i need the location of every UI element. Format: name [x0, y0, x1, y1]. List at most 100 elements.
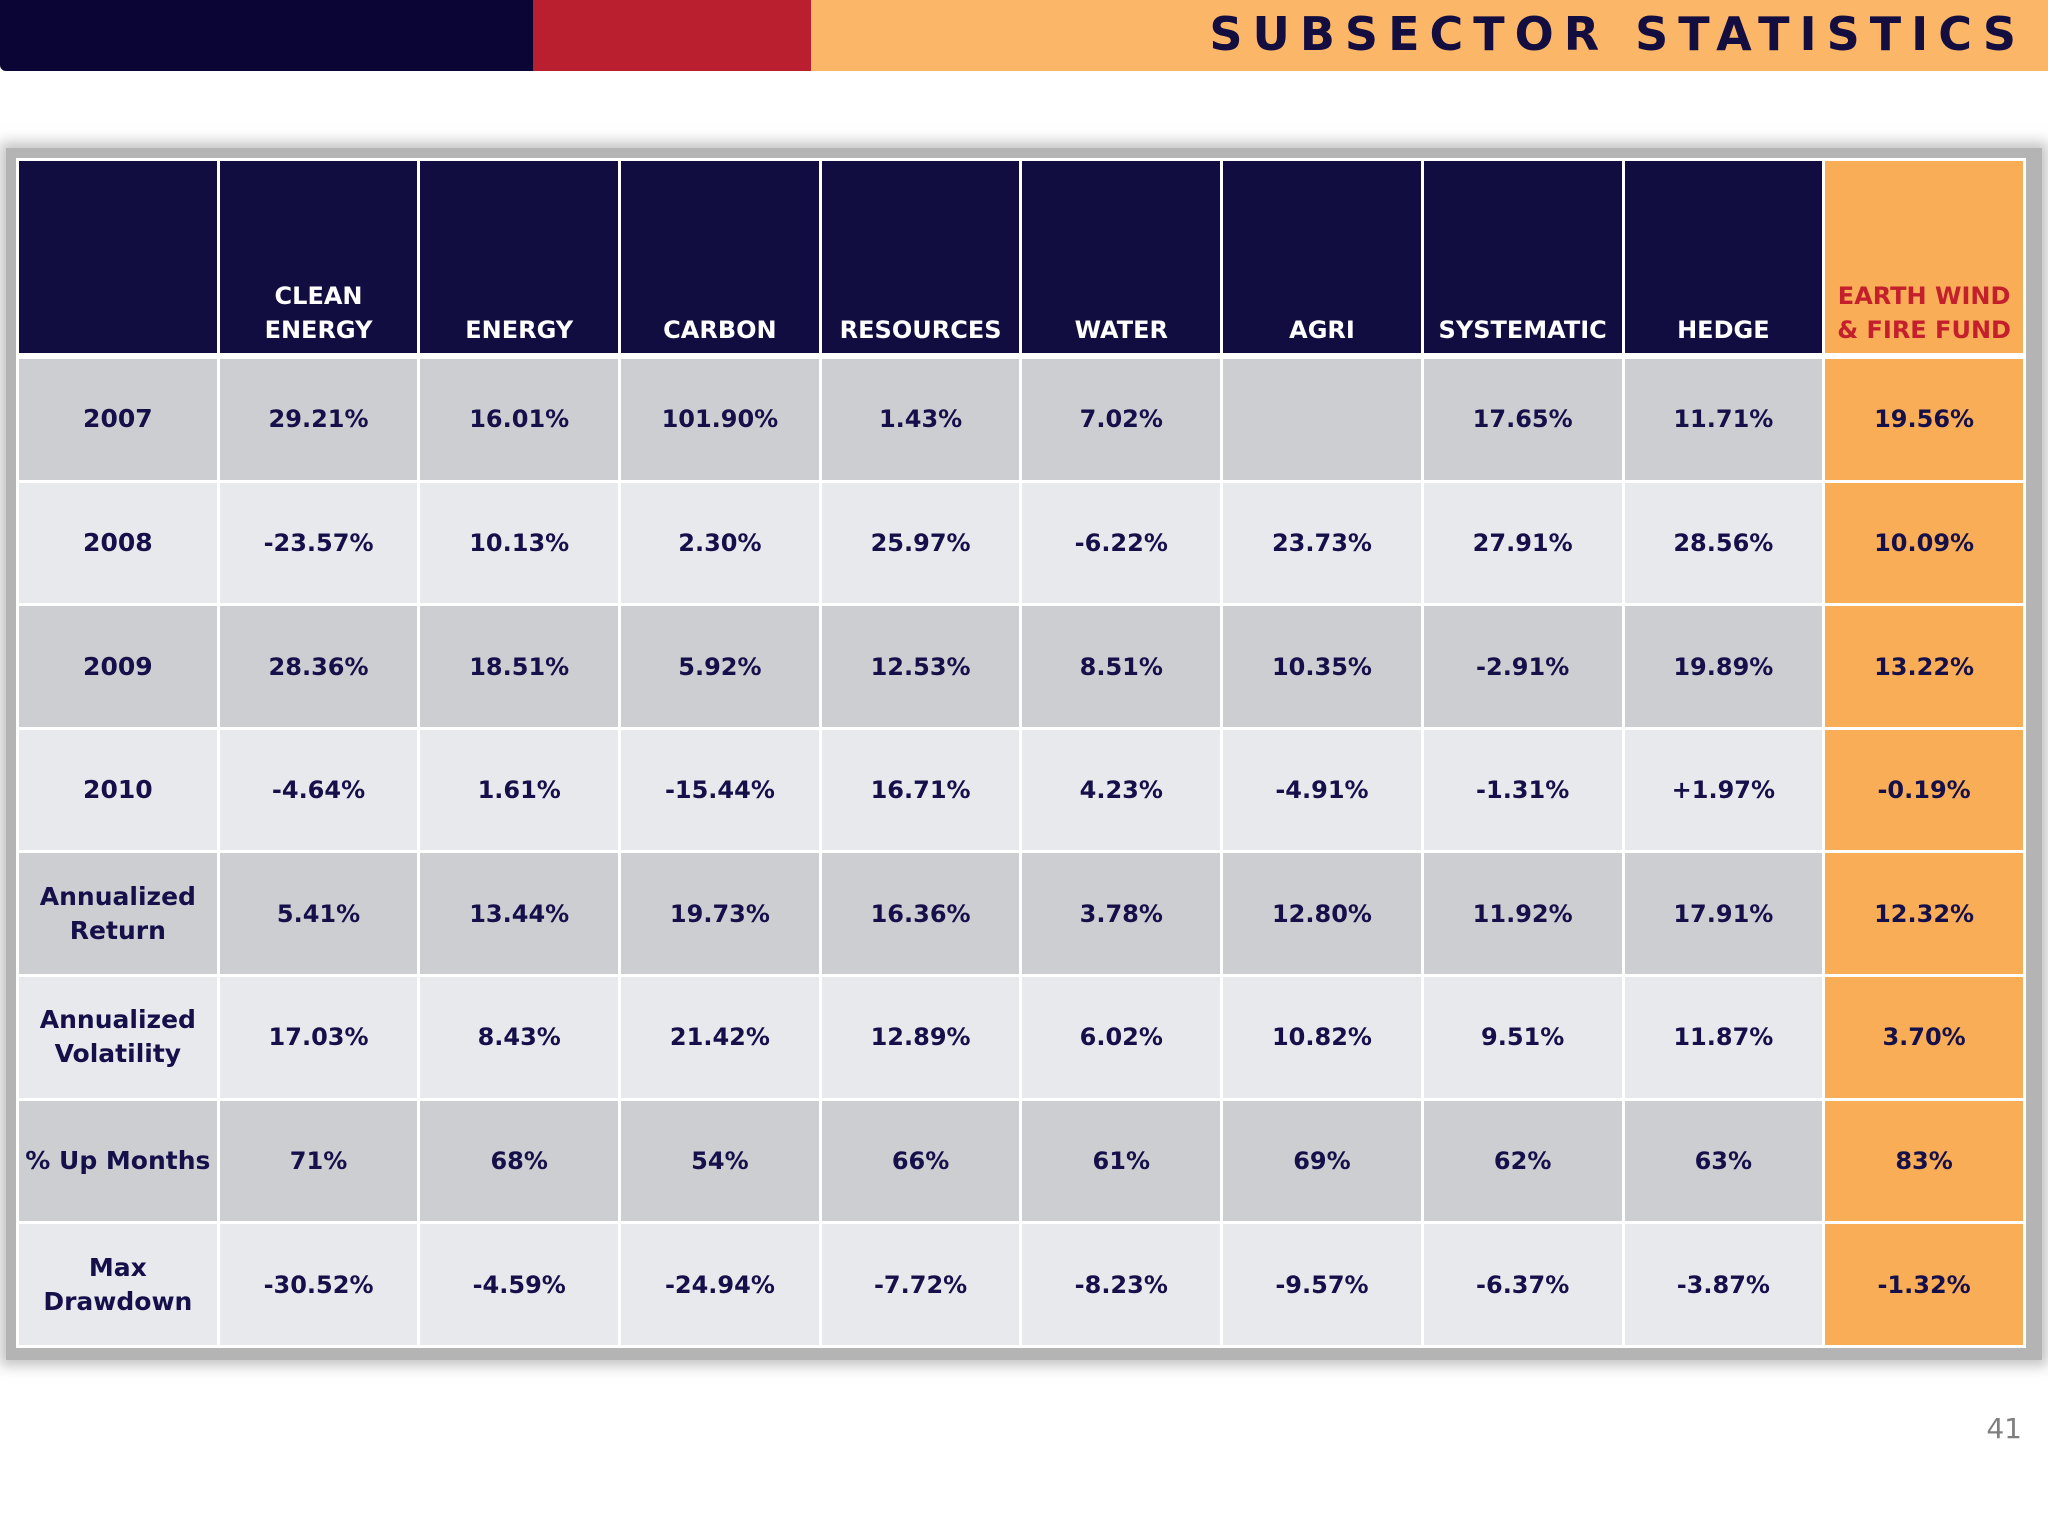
- table-cell: 11.87%: [1621, 974, 1826, 1101]
- table-body: 2007 29.21% 16.01% 101.90% 1.43% 7.02% 17.65% 1…: [16, 354, 2026, 1348]
- table-cell: 11.71%: [1621, 354, 1826, 483]
- column-header-agri: AGRI: [1220, 158, 1424, 359]
- table-cell: 12.80%: [1220, 850, 1424, 978]
- table-cell: -3.87%: [1621, 1221, 1826, 1348]
- table-cell: 6.02%: [1019, 974, 1224, 1101]
- table-cell: 8.43%: [417, 974, 622, 1101]
- table-cell: -8.23%: [1019, 1221, 1224, 1348]
- table-cell: -30.52%: [216, 1221, 421, 1348]
- column-header-carbon: CARBON: [618, 158, 822, 359]
- header-band-orange: [811, 0, 2048, 71]
- table-cell: 16.36%: [818, 850, 1023, 978]
- table-cell: 5.92%: [618, 603, 822, 730]
- table-cell: +1.97%: [1621, 726, 1826, 854]
- table-row: % Up Months 71% 68% 54% 66% 61% 69% 62% 63% 83%: [16, 1097, 2026, 1225]
- table-cell: -1.31%: [1420, 726, 1625, 854]
- table-cell: 61%: [1019, 1097, 1224, 1225]
- table-cell: -6.22%: [1019, 479, 1224, 607]
- table-cell: 1.61%: [417, 726, 622, 854]
- fund-cell: 83%: [1822, 1097, 2026, 1225]
- table-row: 2010 -4.64% 1.61% -15.44% 16.71% 4.23% -4.91% -…: [16, 726, 2026, 854]
- table-cell: 2.30%: [618, 479, 822, 607]
- table-cell: 28.56%: [1621, 479, 1826, 607]
- page-number: 41: [1986, 1412, 2022, 1445]
- table-cell: 12.53%: [818, 603, 1023, 730]
- column-header-resources: RESOURCES: [818, 158, 1023, 359]
- column-header-water: WATER: [1019, 158, 1224, 359]
- table-cell: [1220, 354, 1424, 483]
- table-cell: 9.51%: [1420, 974, 1625, 1101]
- column-header-blank: [16, 158, 220, 359]
- row-label: 2010: [16, 726, 220, 854]
- table-cell: 54%: [618, 1097, 822, 1225]
- header-band-navy: [0, 0, 533, 71]
- table-cell: 23.73%: [1220, 479, 1424, 607]
- table-cell: -6.37%: [1420, 1221, 1625, 1348]
- table-cell: 12.89%: [818, 974, 1023, 1101]
- table-row: 2008 -23.57% 10.13% 2.30% 25.97% -6.22% 23.73%…: [16, 479, 2026, 607]
- table-cell: 17.03%: [216, 974, 421, 1101]
- table-row: Annualized Volatility 17.03% 8.43% 21.42% 12.…: [16, 974, 2026, 1101]
- table-cell: 16.01%: [417, 354, 622, 483]
- row-label: Annualized Volatility: [16, 974, 220, 1101]
- table-row: 2009 28.36% 18.51% 5.92% 12.53% 8.51% 10.35% -2…: [16, 603, 2026, 730]
- column-header-energy: ENERGY: [417, 158, 622, 359]
- table-cell: 21.42%: [618, 974, 822, 1101]
- table-cell: 5.41%: [216, 850, 421, 978]
- table-cell: -24.94%: [618, 1221, 822, 1348]
- table-cell: 17.65%: [1420, 354, 1625, 483]
- subsector-statistics-table: CLEAN ENERGY ENERGY CARBON RESOURCES WATE…: [16, 158, 2026, 1348]
- table-cell: -4.91%: [1220, 726, 1424, 854]
- table-cell: 3.78%: [1019, 850, 1224, 978]
- slide-title: SUBSECTOR STATISTICS: [1209, 7, 2026, 61]
- table-cell: 101.90%: [618, 354, 822, 483]
- table-cell: 1.43%: [818, 354, 1023, 483]
- table-cell: 18.51%: [417, 603, 622, 730]
- table-cell: 62%: [1420, 1097, 1625, 1225]
- table-cell: -15.44%: [618, 726, 822, 854]
- table-cell: -9.57%: [1220, 1221, 1424, 1348]
- row-label: Max Drawdown: [16, 1221, 220, 1348]
- row-label: % Up Months: [16, 1097, 220, 1225]
- column-header-clean-energy: CLEAN ENERGY: [216, 158, 421, 359]
- table-cell: 71%: [216, 1097, 421, 1225]
- fund-cell: -0.19%: [1822, 726, 2026, 854]
- table-cell: 13.44%: [417, 850, 622, 978]
- table-cell: 10.82%: [1220, 974, 1424, 1101]
- column-header-earth-wind-fire-fund: EARTH WIND & FIRE FUND: [1822, 158, 2026, 359]
- fund-cell: -1.32%: [1822, 1221, 2026, 1348]
- table-cell: 63%: [1621, 1097, 1826, 1225]
- table-cell: 8.51%: [1019, 603, 1224, 730]
- table-cell: 10.35%: [1220, 603, 1424, 730]
- table-cell: -4.59%: [417, 1221, 622, 1348]
- row-label: 2008: [16, 479, 220, 607]
- table-cell: 66%: [818, 1097, 1023, 1225]
- table-cell: -23.57%: [216, 479, 421, 607]
- header-band-red: [533, 0, 811, 71]
- fund-cell: 13.22%: [1822, 603, 2026, 730]
- row-label: 2007: [16, 354, 220, 483]
- table-cell: 4.23%: [1019, 726, 1224, 854]
- table-cell: 29.21%: [216, 354, 421, 483]
- table-cell: -7.72%: [818, 1221, 1023, 1348]
- table-cell: -4.64%: [216, 726, 421, 854]
- table-cell: 10.13%: [417, 479, 622, 607]
- fund-cell: 10.09%: [1822, 479, 2026, 607]
- table-cell: 19.89%: [1621, 603, 1826, 730]
- row-label: 2009: [16, 603, 220, 730]
- table-cell: 19.73%: [618, 850, 822, 978]
- table-cell: 68%: [417, 1097, 622, 1225]
- column-header-systematic: SYSTEMATIC: [1420, 158, 1625, 359]
- table-cell: 17.91%: [1621, 850, 1826, 978]
- fund-cell: 3.70%: [1822, 974, 2026, 1101]
- table-row: Annualized Return 5.41% 13.44% 19.73% 16.36% 3…: [16, 850, 2026, 978]
- table-cell: -2.91%: [1420, 603, 1625, 730]
- table-cell: 7.02%: [1019, 354, 1224, 483]
- column-header-hedge: HEDGE: [1621, 158, 1826, 359]
- row-label: Annualized Return: [16, 850, 220, 978]
- table-row: Max Drawdown -30.52% -4.59% -24.94% -7.72% -8.…: [16, 1221, 2026, 1348]
- table-cell: 25.97%: [818, 479, 1023, 607]
- table-cell: 27.91%: [1420, 479, 1625, 607]
- table-cell: 16.71%: [818, 726, 1023, 854]
